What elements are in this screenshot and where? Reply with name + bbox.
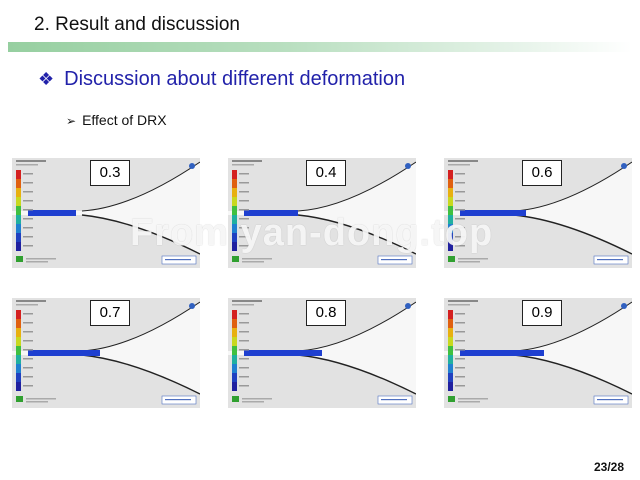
workpiece-strip [28, 210, 76, 216]
heading-text: Discussion about different deformation [64, 68, 406, 90]
workpiece-strip [244, 210, 298, 216]
workpiece-strip [460, 210, 526, 216]
simulation-panel: 0.4 [228, 158, 416, 268]
page-number: 23/28 [593, 460, 624, 474]
deformation-label: 0.4 [306, 160, 346, 186]
sub-bullet-item: ➢ Effect of DRX [66, 112, 167, 128]
workpiece-strip [28, 350, 100, 356]
section-heading: ❖ Discussion about different deformation [38, 68, 405, 91]
deformation-label: 0.9 [522, 300, 562, 326]
simulation-panel: 0.8 [228, 298, 416, 408]
simulation-panel: 0.7 [12, 298, 200, 408]
deformation-label: 0.7 [90, 300, 130, 326]
subitem-text: Effect of DRX [82, 112, 167, 128]
workpiece-strip [460, 350, 544, 356]
deformation-label: 0.3 [90, 160, 130, 186]
simulation-panel: 0.6 [444, 158, 632, 268]
workpiece-strip [244, 350, 322, 356]
simulation-panel: 0.9 [444, 298, 632, 408]
title-underline-bar [8, 42, 632, 52]
deformation-label: 0.6 [522, 160, 562, 186]
slide-title: 2. Result and discussion [34, 14, 240, 35]
simulation-panel: 0.3 [12, 158, 200, 268]
arrow-bullet-icon: ➢ [66, 114, 77, 128]
deformation-label: 0.8 [306, 300, 346, 326]
diamond-bullet-icon: ❖ [38, 69, 55, 89]
watermark-text: From yan-dong.top [130, 212, 494, 254]
